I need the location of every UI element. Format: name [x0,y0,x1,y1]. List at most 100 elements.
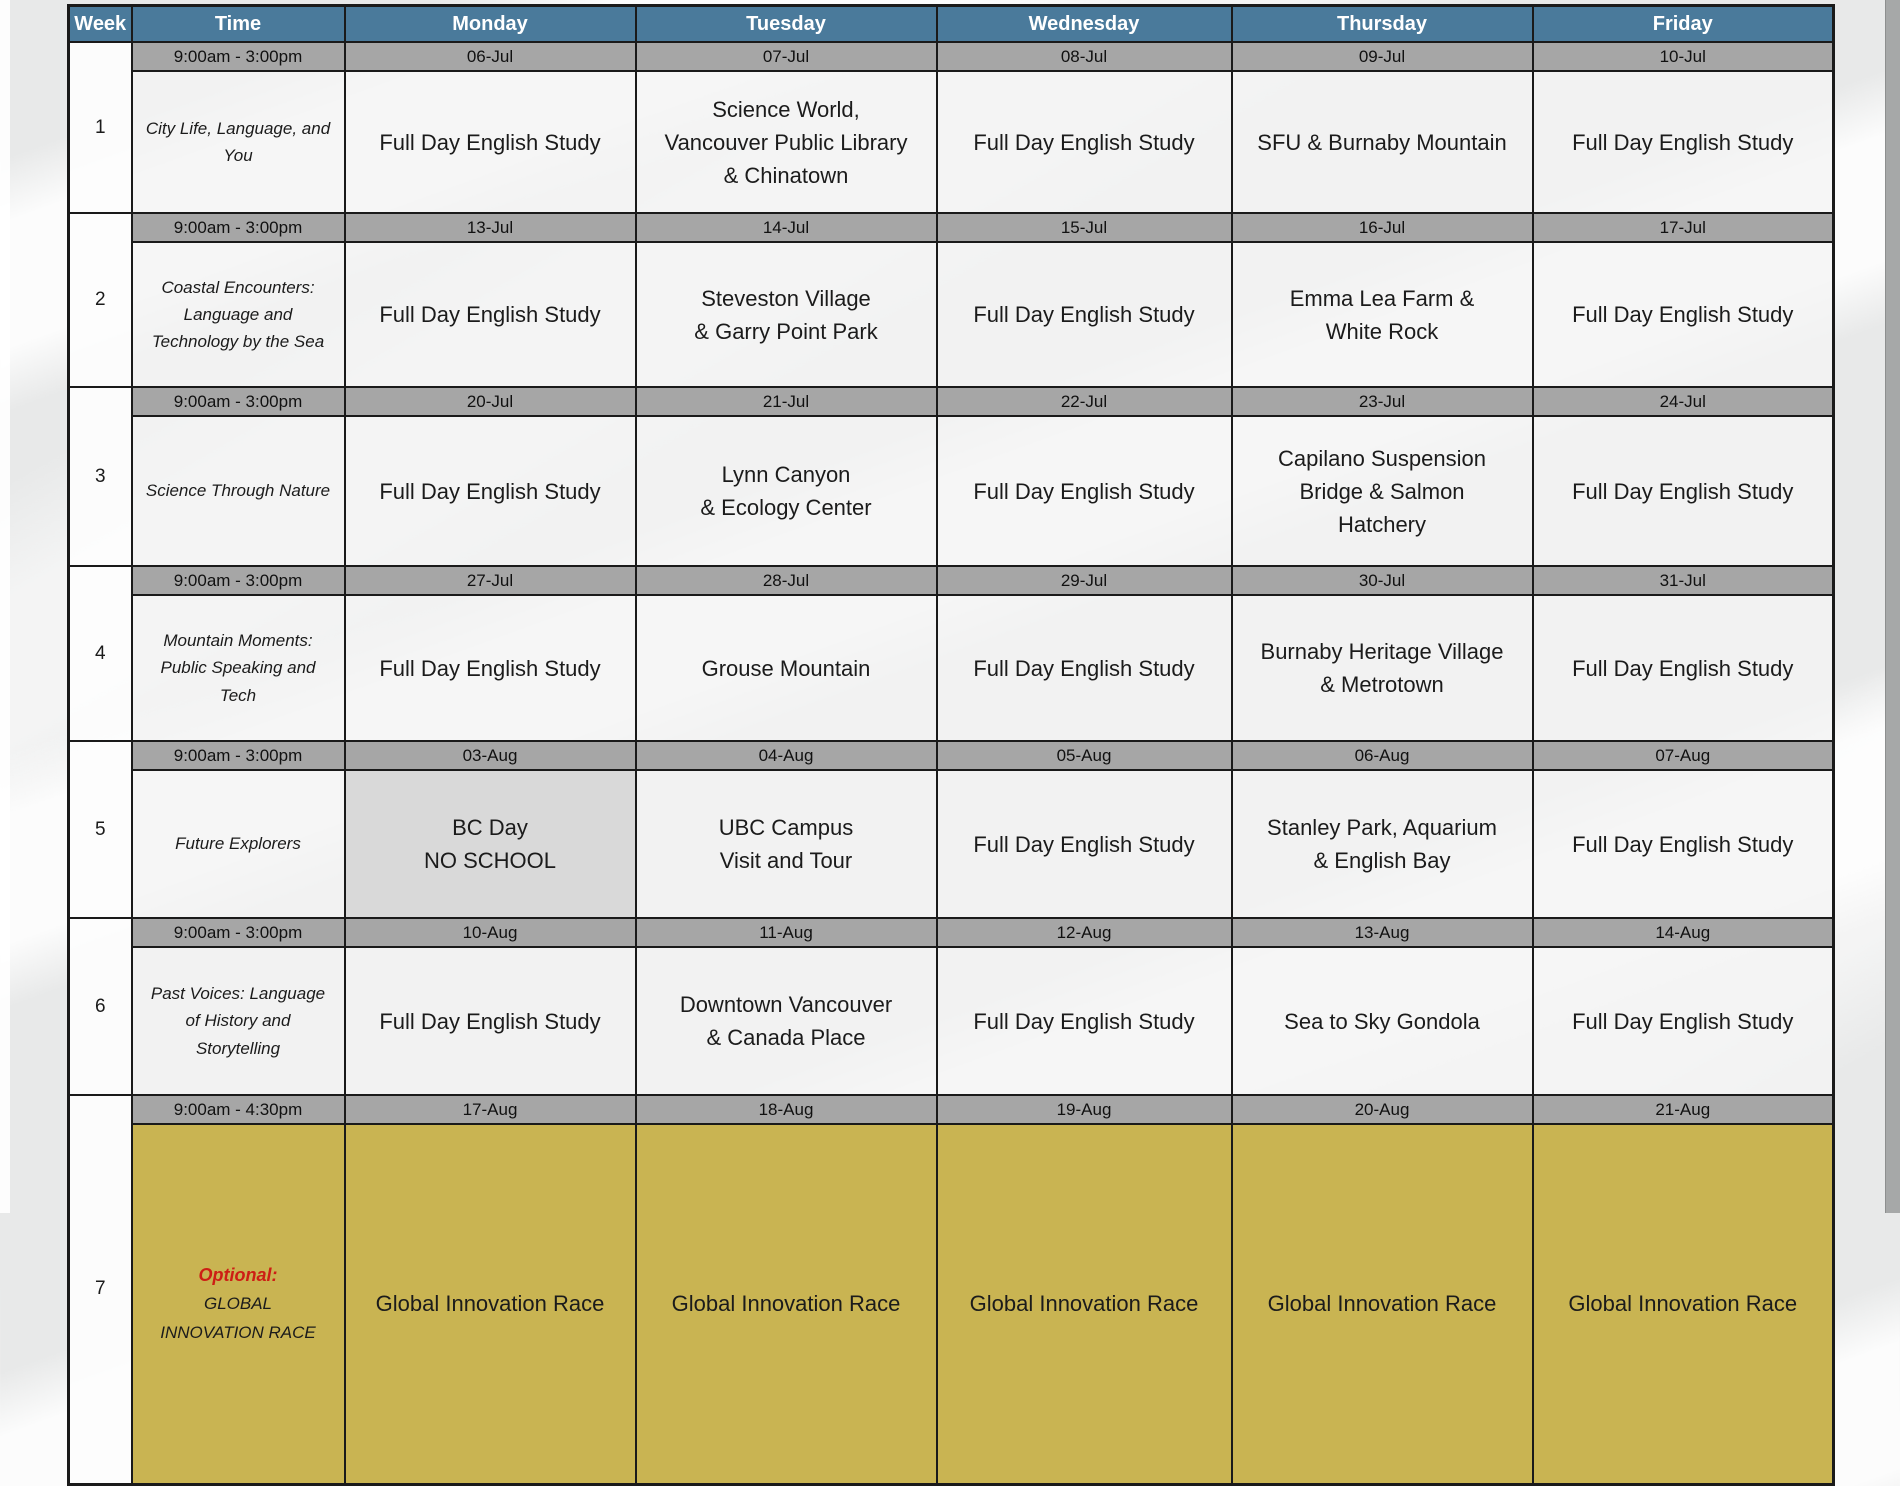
activity-cell: Full Day English Study [935,70,1233,214]
activity-cell: Steveston Village & Garry Point Park [634,241,938,388]
date-cell: 29-Jul [935,565,1233,596]
date-cell: 22-Jul [935,386,1233,417]
theme-cell: Future Explorers [130,769,346,919]
date-cell: 14-Aug [1531,917,1835,948]
week-number-cell: 3 [67,386,133,567]
date-cell: 05-Aug [935,740,1233,771]
activity-cell: Global Innovation Race [634,1123,938,1485]
header-cell-tuesday: Tuesday [634,4,938,43]
activity-cell: Grouse Mountain [634,594,938,742]
week-content-row: Coastal Encounters: Language and Technol… [69,241,1835,388]
date-cell: 18-Aug [634,1094,938,1125]
page-edge-strip [1885,0,1900,1213]
theme-cell: Coastal Encounters: Language and Technol… [130,241,346,388]
activity-cell: Full Day English Study [1531,241,1835,388]
date-cell: 08-Jul [935,41,1233,72]
date-cell: 10-Jul [1531,41,1835,72]
theme-cell: Optional: GLOBAL INNOVATION RACE [130,1123,346,1485]
week-content-row: Mountain Moments: Public Speaking and Te… [69,594,1835,742]
date-cell: 31-Jul [1531,565,1835,596]
activity-cell: Full Day English Study [343,70,637,214]
schedule-table: Week Time Monday Tuesday Wednesday Thurs… [67,4,1835,1486]
activity-cell: BC Day NO SCHOOL [343,769,637,919]
date-cell: 06-Aug [1230,740,1534,771]
date-cell: 24-Jul [1531,386,1835,417]
date-cell: 20-Jul [343,386,637,417]
activity-cell: Full Day English Study [935,594,1233,742]
time-cell: 9:00am - 3:00pm [130,740,346,771]
date-cell: 21-Jul [634,386,938,417]
activity-cell: Global Innovation Race [1531,1123,1835,1485]
time-cell: 9:00am - 3:00pm [130,41,346,72]
activity-cell: Capilano Suspension Bridge & Salmon Hatc… [1230,415,1534,567]
week-date-row: 2 9:00am - 3:00pm 13-Jul 14-Jul 15-Jul 16-Jul… [67,212,1835,388]
activity-cell: Full Day English Study [343,594,637,742]
time-cell: 9:00am - 4:30pm [130,1094,346,1125]
header-cell-time: Time [130,4,346,43]
week-content-row: City Life, Language, and You Full Day Eng… [69,70,1835,214]
activity-cell: Burnaby Heritage Village & Metrotown [1230,594,1534,742]
date-cell: 06-Jul [343,41,637,72]
week-number-cell: 7 [67,1094,133,1485]
date-cell: 13-Jul [343,212,637,243]
date-cell: 14-Jul [634,212,938,243]
date-cell: 17-Jul [1531,212,1835,243]
date-cell: 11-Aug [634,917,938,948]
activity-cell: Full Day English Study [935,946,1233,1096]
activity-cell: Full Day English Study [935,415,1233,567]
header-cell-thursday: Thursday [1230,4,1534,43]
activity-cell: Global Innovation Race [343,1123,637,1485]
header-row: Week Time Monday Tuesday Wednesday Thurs… [67,4,1835,43]
time-cell: 9:00am - 3:00pm [130,565,346,596]
time-cell: 9:00am - 3:00pm [130,386,346,417]
activity-cell: Full Day English Study [1531,769,1835,919]
activity-cell: Stanley Park, Aquarium & English Bay [1230,769,1534,919]
date-cell: 04-Aug [634,740,938,771]
week-number-cell: 1 [67,41,133,214]
date-cell: 09-Jul [1230,41,1534,72]
date-cell: 15-Jul [935,212,1233,243]
activity-cell: Full Day English Study [1531,70,1835,214]
activity-cell: Full Day English Study [1531,594,1835,742]
date-cell: 30-Jul [1230,565,1534,596]
header-cell-friday: Friday [1531,4,1835,43]
activity-cell: Full Day English Study [1531,946,1835,1096]
activity-cell: Full Day English Study [343,946,637,1096]
week-date-row: 5 9:00am - 3:00pm 03-Aug 04-Aug 05-Aug 06-Aug… [67,740,1835,919]
date-cell: 10-Aug [343,917,637,948]
activity-cell: Full Day English Study [343,415,637,567]
week-number-cell: 4 [67,565,133,742]
date-cell: 19-Aug [935,1094,1233,1125]
activity-cell: Global Innovation Race [935,1123,1233,1485]
week-date-row: 1 9:00am - 3:00pm 06-Jul 07-Jul 08-Jul 09-Jul… [67,41,1835,214]
header-cell-week: Week [67,4,133,43]
time-cell: 9:00am - 3:00pm [130,212,346,243]
week-content-row: Optional: GLOBAL INNOVATION RACE Global In… [69,1123,1835,1485]
week-content-row: Science Through Nature Full Day English S… [69,415,1835,567]
date-cell: 27-Jul [343,565,637,596]
activity-cell: Lynn Canyon & Ecology Center [634,415,938,567]
date-cell: 28-Jul [634,565,938,596]
week-number-cell: 2 [67,212,133,388]
week-date-row: 4 9:00am - 3:00pm 27-Jul 28-Jul 29-Jul 30-Jul… [67,565,1835,742]
theme-cell: Mountain Moments: Public Speaking and Te… [130,594,346,742]
activity-cell: Full Day English Study [935,769,1233,919]
week-content-row: Past Voices: Language of History and Sto… [69,946,1835,1096]
week-date-row: 7 9:00am - 4:30pm 17-Aug 18-Aug 19-Aug 20-Aug… [67,1094,1835,1485]
week-date-row: 6 9:00am - 3:00pm 10-Aug 11-Aug 12-Aug 13-Aug… [67,917,1835,1096]
theme-cell: Past Voices: Language of History and Sto… [130,946,346,1096]
date-cell: 21-Aug [1531,1094,1835,1125]
page-left-margin [0,0,10,1213]
activity-cell: Downtown Vancouver & Canada Place [634,946,938,1096]
activity-cell: Full Day English Study [343,241,637,388]
week-date-row: 3 9:00am - 3:00pm 20-Jul 21-Jul 22-Jul 23-Jul… [67,386,1835,567]
activity-cell: Full Day English Study [935,241,1233,388]
date-cell: 13-Aug [1230,917,1534,948]
theme-cell: City Life, Language, and You [130,70,346,214]
week-content-row: Future Explorers BC Day NO SCHOOL UBC Camp… [69,769,1835,919]
header-cell-wednesday: Wednesday [935,4,1233,43]
header-cell-monday: Monday [343,4,637,43]
theme-text: GLOBAL INNOVATION RACE [160,1294,316,1343]
week-number-cell: 5 [67,740,133,919]
